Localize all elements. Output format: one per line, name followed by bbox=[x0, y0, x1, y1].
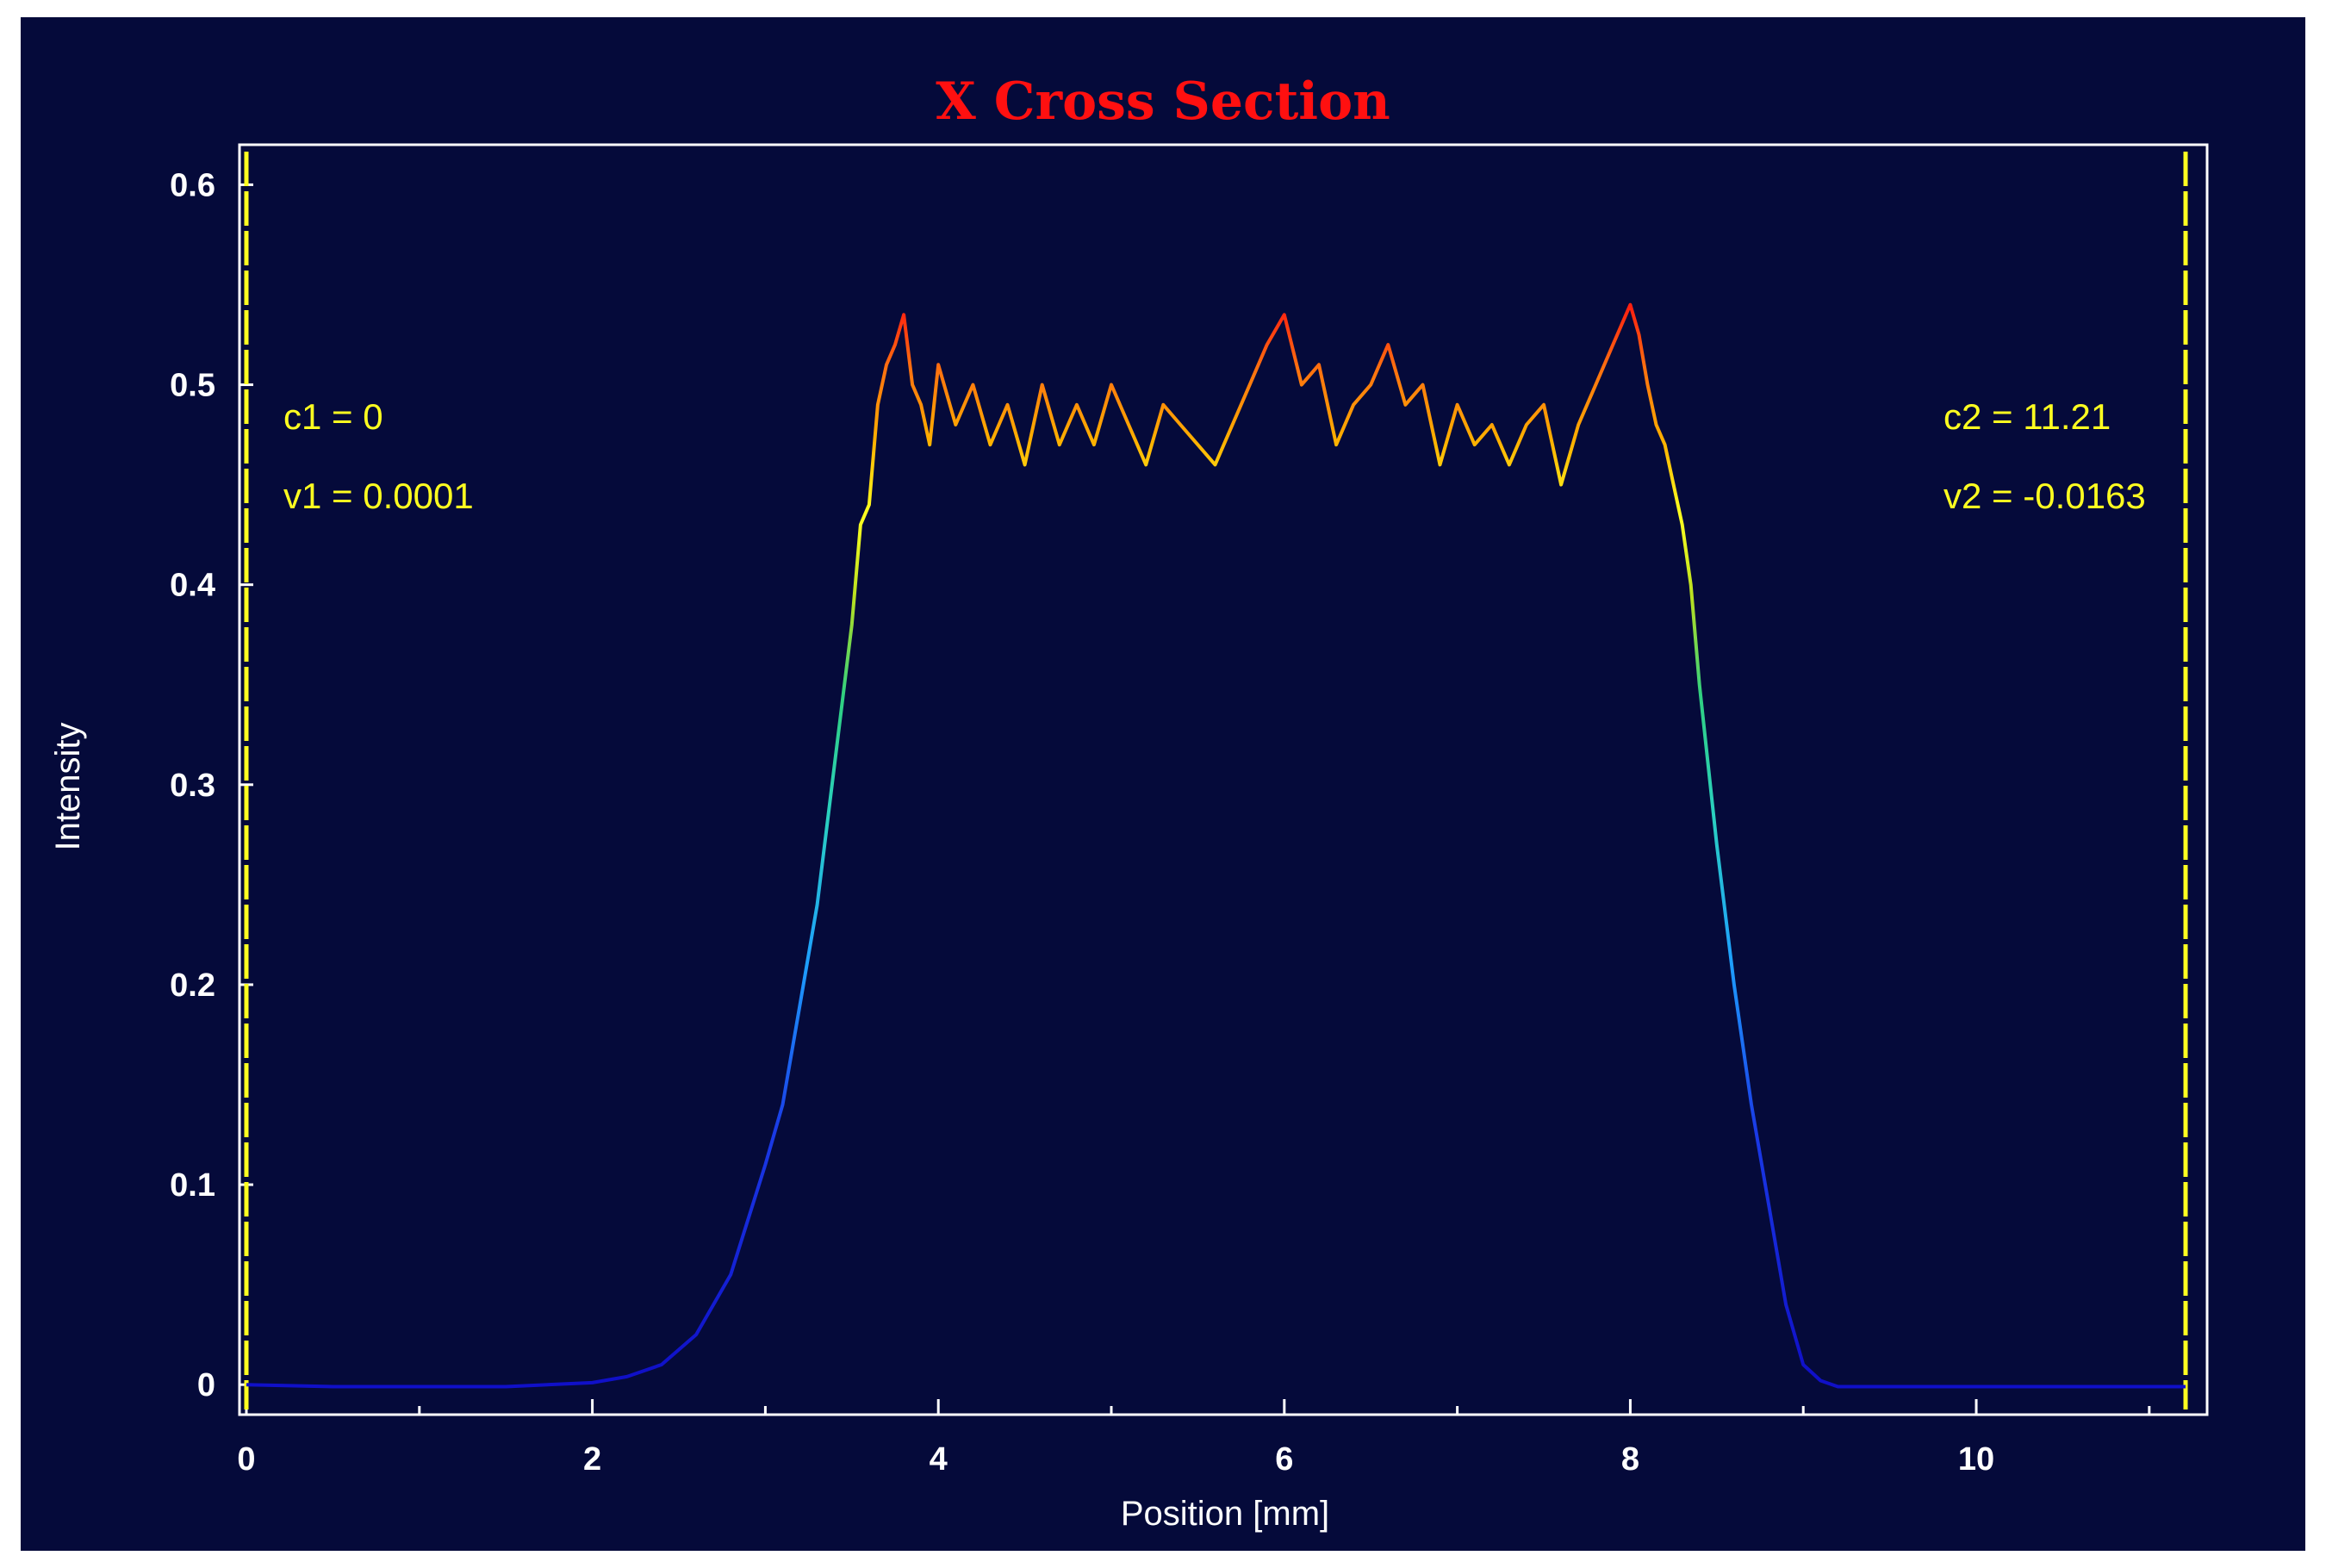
x-axis-label: Position [mm] bbox=[1121, 1495, 1329, 1533]
x-tick-label: 10 bbox=[1958, 1441, 1994, 1478]
y-axis-ticks: 0 0.1 0.2 0.3 0.4 0.5 0.6 bbox=[170, 167, 253, 1403]
y-tick-label: 0.5 bbox=[170, 368, 215, 404]
x-tick-label: 8 bbox=[1621, 1441, 1639, 1478]
y-tick-label: 0.3 bbox=[170, 768, 215, 804]
c2-readout: c2 = 11.21 bbox=[1944, 396, 2111, 437]
x-tick-label: 0 bbox=[237, 1441, 255, 1478]
v2-readout: v2 = -0.0163 bbox=[1944, 476, 2146, 516]
chart-title: X Cross Section bbox=[936, 72, 1390, 132]
c1-readout: c1 = 0 bbox=[283, 396, 383, 437]
y-tick-label: 0 bbox=[197, 1367, 215, 1403]
y-tick-label: 0.2 bbox=[170, 968, 215, 1004]
v1-readout: v1 = 0.0001 bbox=[283, 476, 474, 516]
x-tick-label: 2 bbox=[583, 1441, 601, 1478]
plot-frame bbox=[238, 143, 2209, 1416]
y-tick-label: 0.1 bbox=[170, 1167, 215, 1204]
y-axis-label: Intensity bbox=[49, 723, 87, 851]
y-tick-label: 0.4 bbox=[170, 568, 215, 604]
x-tick-label: 6 bbox=[1275, 1441, 1293, 1478]
intensity-series-line bbox=[246, 302, 2186, 1389]
y-tick-label: 0.6 bbox=[170, 167, 215, 203]
x-tick-label: 4 bbox=[930, 1441, 948, 1478]
x-cross-section-chart: X Cross Section 0 2 4 6 8 10 0 0.1 0.2 0.3 0.4 0.5… bbox=[49, 72, 2209, 1533]
chart-panel: X Cross Section 0 2 4 6 8 10 0 0.1 0.2 0.3 0.4 0.5… bbox=[21, 17, 2305, 1551]
x-axis-ticks: 0 2 4 6 8 10 bbox=[237, 1399, 2151, 1478]
